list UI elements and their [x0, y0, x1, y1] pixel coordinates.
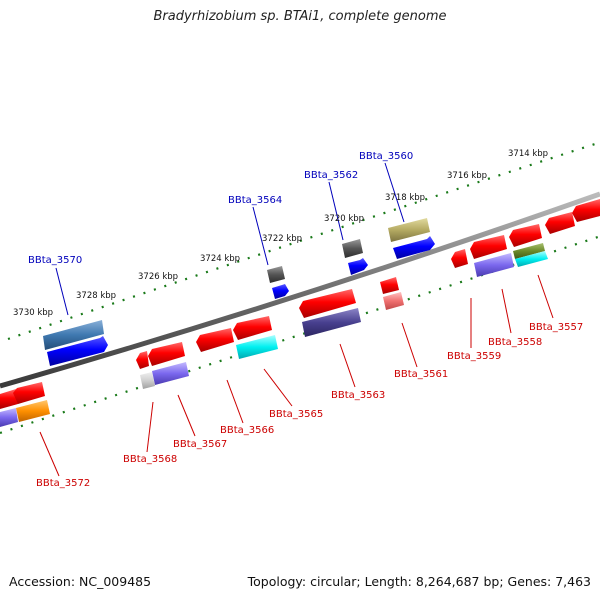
gene-bbta-3564-arrow[interactable] — [272, 284, 289, 299]
forward-strand-genes — [43, 218, 435, 366]
gene-label-bbta-3563[interactable]: BBta_3563 — [331, 390, 385, 401]
ruler-label: 3718 kbp — [385, 193, 425, 203]
gene-red-arrow-3563[interactable] — [299, 289, 356, 318]
gene-red-arrow-3561[interactable] — [380, 277, 399, 294]
gene-label-bbta-3557[interactable]: BBta_3557 — [529, 322, 583, 333]
gene-block-lavender-3567[interactable] — [152, 362, 189, 385]
gene-bbta-3560-block[interactable] — [388, 218, 430, 242]
gene-bbta-3562-arrow[interactable] — [348, 258, 368, 275]
gene-block-lightgrey-3568[interactable] — [140, 372, 155, 389]
gene-bbta-3564-block[interactable] — [267, 266, 285, 283]
forward-gene-labels: BBta_3560 BBta_3562 BBta_3564 BBta_3570 — [28, 151, 413, 266]
position-rulers — [0, 141, 599, 435]
gene-red-arrow-right-edge[interactable] — [572, 199, 600, 222]
gene-label-bbta-3568[interactable]: BBta_3568 — [123, 454, 177, 465]
gene-red-arrow-3567[interactable] — [148, 342, 185, 366]
gene-label-bbta-3559[interactable]: BBta_3559 — [447, 351, 501, 362]
reverse-gene-labels: BBta_3557 BBta_3558 BBta_3559 BBta_3561 … — [36, 322, 583, 489]
ruler-label: 3722 kbp — [262, 234, 302, 244]
reverse-strand-genes — [0, 199, 600, 427]
ruler-label: 3730 kbp — [13, 308, 53, 318]
gene-red-arrow-3566[interactable] — [196, 328, 234, 352]
ruler-label: 3728 kbp — [76, 291, 116, 301]
gene-block-cyan-3558[interactable] — [515, 251, 548, 267]
gene-label-bbta-3561[interactable]: BBta_3561 — [394, 369, 448, 380]
ruler-labels: 3714 kbp 3716 kbp 3718 kbp 3720 kbp 3722… — [13, 149, 548, 318]
gene-bbta-3562-block[interactable] — [342, 239, 363, 258]
ruler-label: 3726 kbp — [138, 272, 178, 282]
gene-block-pink-3561[interactable] — [383, 292, 404, 310]
gene-label-bbta-3558[interactable]: BBta_3558 — [488, 337, 542, 348]
gene-label-bbta-3567[interactable]: BBta_3567 — [173, 439, 227, 450]
gene-label-bbta-3566[interactable]: BBta_3566 — [220, 425, 274, 436]
ruler-label: 3716 kbp — [447, 171, 487, 181]
gene-red-arrow-3557[interactable] — [545, 212, 575, 234]
gene-label-bbta-3564[interactable]: BBta_3564 — [228, 195, 282, 206]
gene-bbta-3570-arrow[interactable] — [47, 336, 108, 366]
genome-backbone — [0, 191, 600, 389]
gene-block-green-3558[interactable] — [513, 243, 545, 259]
reverse-ruler-line — [0, 235, 599, 435]
gene-red-arrow-3568-small[interactable] — [136, 351, 149, 369]
gene-block-lavender-left[interactable] — [0, 408, 18, 427]
gene-red-arrow-3559[interactable] — [470, 235, 507, 259]
forward-ruler-line — [7, 141, 599, 341]
leader-lines — [39, 162, 554, 477]
gene-label-bbta-3570[interactable]: BBta_3570 — [28, 255, 82, 266]
topology-text: Topology: circular; Length: 8,264,687 bp… — [247, 574, 591, 589]
ruler-label: 3720 kbp — [324, 214, 364, 224]
gene-label-bbta-3560[interactable]: BBta_3560 — [359, 151, 413, 162]
gene-red-arrow-3559-small[interactable] — [451, 249, 468, 268]
gene-block-cyan-3565[interactable] — [236, 335, 278, 359]
gene-block-slate-3563[interactable] — [302, 308, 361, 337]
gene-block-orange-3572[interactable] — [16, 400, 50, 422]
gene-label-bbta-3565[interactable]: BBta_3565 — [269, 409, 323, 420]
gene-red-arrow-3558[interactable] — [509, 224, 542, 247]
gene-label-bbta-3562[interactable]: BBta_3562 — [304, 170, 358, 181]
map-title: Bradyrhizobium sp. BTAi1, complete genom… — [153, 9, 447, 24]
gene-bbta-3570-block[interactable] — [43, 320, 104, 350]
ruler-label: 3714 kbp — [508, 149, 548, 159]
accession-text: Accession: NC_009485 — [9, 574, 152, 589]
ruler-label: 3724 kbp — [200, 254, 240, 264]
gene-red-arrow-3572[interactable] — [13, 382, 45, 404]
gene-red-arrow-3565[interactable] — [233, 316, 272, 340]
gene-label-bbta-3572[interactable]: BBta_3572 — [36, 478, 90, 489]
gene-block-lavender-3559[interactable] — [474, 253, 514, 277]
gene-bbta-3560-arrow[interactable] — [393, 236, 435, 259]
